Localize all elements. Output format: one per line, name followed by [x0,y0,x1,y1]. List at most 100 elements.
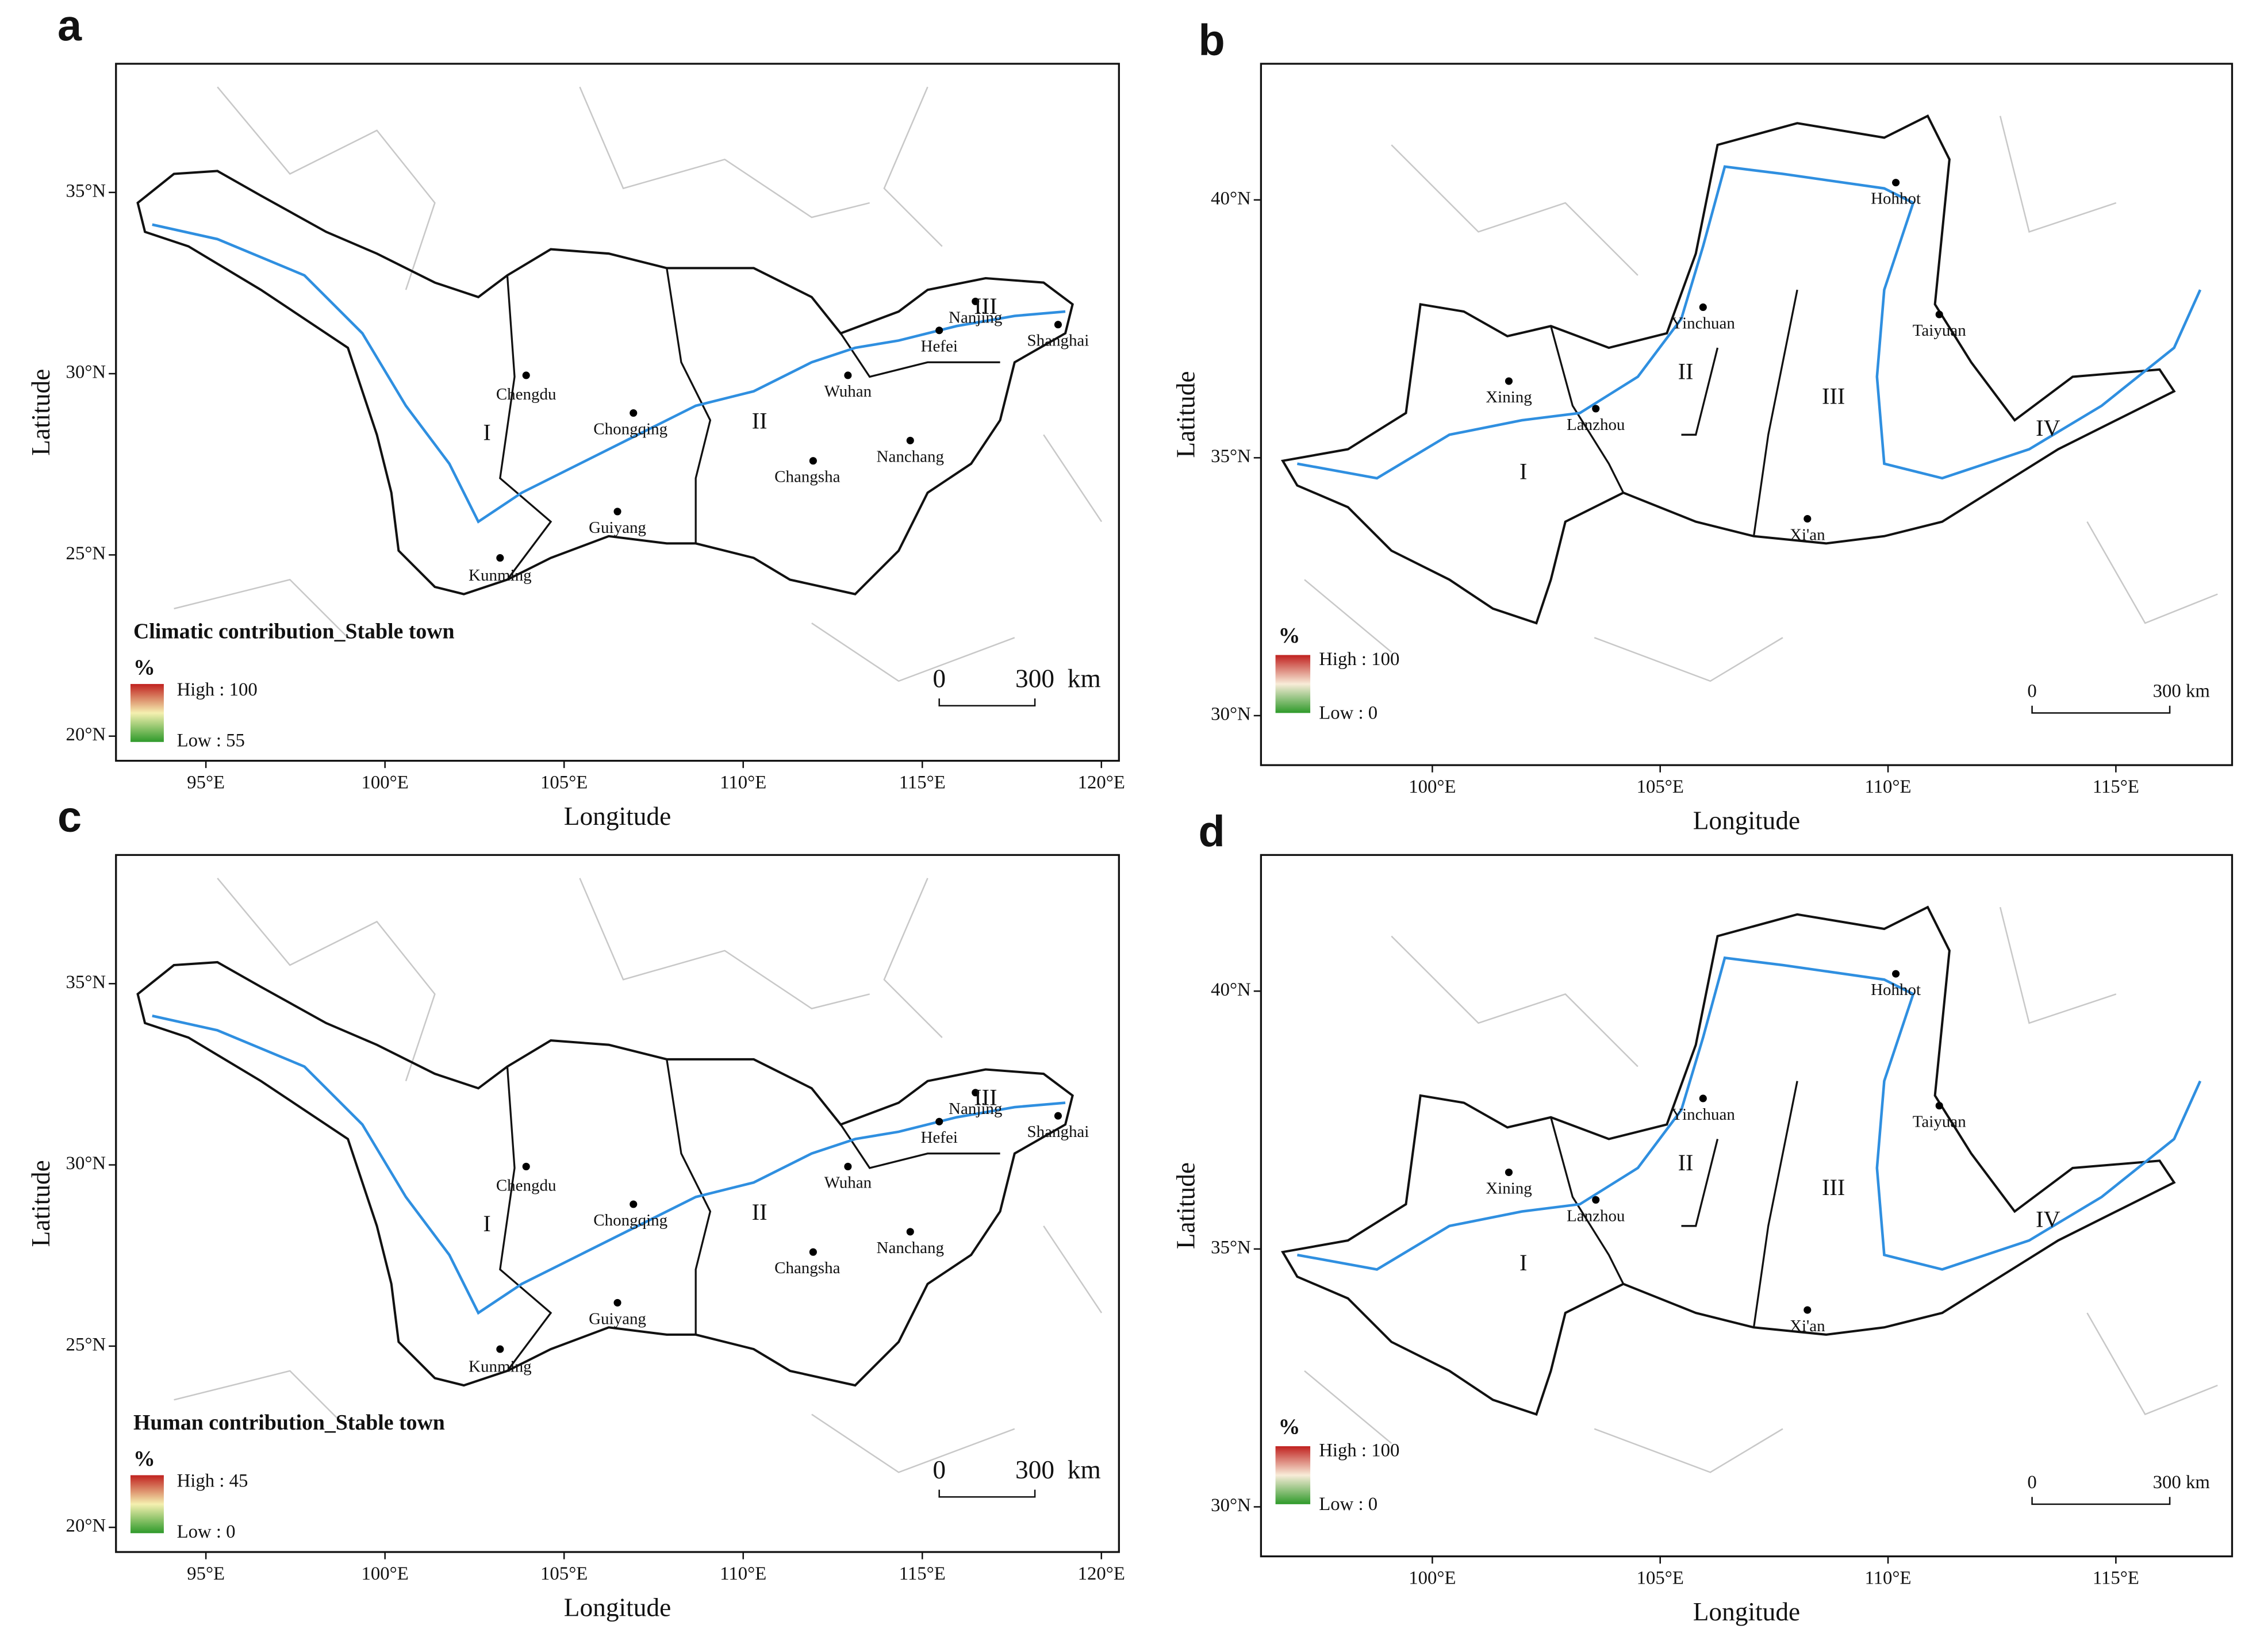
city-label: Kunming [469,566,531,585]
y-tick-label: 20°N [66,724,106,745]
city-dot [522,1162,530,1171]
x-tick-label: 110°E [1865,1568,1912,1588]
city-dot [1054,1112,1062,1120]
legend-title: Human contribution_Stable town [133,1411,445,1435]
region-label: II [752,1199,768,1225]
x-tick-label: 115°E [899,772,946,793]
city-dot [496,1345,504,1353]
city-label: Shanghai [1027,332,1089,350]
x-tick-label: 115°E [2093,777,2139,797]
scale-label: 0 [2027,681,2036,702]
legend-low: Low : 0 [1319,702,1377,723]
x-axis-title: Longitude [564,1593,671,1622]
y-tick-label: 35°N [1211,1237,1251,1258]
legend-unit: % [133,655,155,679]
city-label: Lanzhou [1567,416,1625,434]
city-label: Kunming [469,1358,531,1376]
city-label: Nanchang [877,447,944,466]
legend-high: High : 100 [1319,649,1399,670]
city-label: Xining [1486,1179,1532,1197]
x-tick-label: 100°E [362,772,409,793]
scale-label: 300 [1015,1455,1054,1484]
legend-gradient [1275,1446,1311,1504]
city-label: Nanjing [949,1100,1002,1118]
y-tick-label: 35°N [1211,446,1251,467]
city-label: Hohhot [1871,981,1921,999]
city-label: Taiyuan [1913,321,1966,340]
region-label: III [974,1085,997,1111]
city-label: Hefei [921,1128,958,1147]
map-frame [115,63,1120,762]
city-dot [935,1117,943,1125]
city-label: Nanchang [877,1239,944,1257]
city-label: Guiyang [589,1309,646,1328]
y-tick-label: 30°N [66,1153,106,1174]
x-tick-label: 115°E [2093,1568,2139,1588]
city-label: Guiyang [589,518,646,537]
map-panel: 100°E 105°E 110°E 115°E 30°N 35°N 40°N Longitud… [1172,854,2234,1626]
x-tick-label: 110°E [720,1563,766,1584]
city-dot [906,1228,914,1236]
city-dot [1699,303,1707,312]
scale-bar [938,1489,1036,1498]
city-label: Chengdu [496,1176,557,1194]
y-axis-title: Latitude [26,1160,55,1247]
city-dot [1935,310,1943,318]
city-dot [1592,1196,1600,1204]
region-label: III [1822,1174,1845,1200]
scale-label: km [1068,1455,1101,1484]
scale-label: 0 [933,1455,946,1484]
region-label: I [1519,459,1527,485]
y-tick-label: 20°N [66,1516,106,1536]
map-panel: 95°E 100°E 105°E 110°E 115°E 120°E 20°N 25°N 30°… [26,854,1125,1622]
x-tick-label: 105°E [540,1563,588,1584]
map-panel: 95°E 100°E 105°E 110°E 115°E 120°E 20°N 25°N 30°… [26,63,1125,831]
city-label: Yinchuan [1671,1105,1736,1124]
city-dot [1505,1168,1513,1177]
y-tick-label: 30°N [66,362,106,383]
x-tick-label: 110°E [720,772,766,793]
y-tick-label: 30°N [1211,1495,1251,1516]
panel-letter: a [57,2,82,50]
city-dot [1803,514,1812,523]
y-tick-label: 25°N [66,543,106,564]
x-tick-label: 100°E [1409,1568,1456,1588]
legend-gradient [130,683,164,742]
scale-label: 0 [933,664,946,693]
city-dot [844,371,852,379]
city-dot [972,1089,980,1097]
y-tick-label: 30°N [1211,704,1251,725]
city-dot [1592,405,1600,413]
legend-high: High : 45 [177,1471,248,1492]
legend-gradient [1275,655,1311,713]
city-dot [613,508,621,516]
scale-label: 300 km [2153,1472,2210,1493]
city-label: Nanjing [949,308,1002,326]
y-tick-label: 35°N [66,180,106,201]
map-frame [1260,63,2234,766]
city-label: Taiyuan [1913,1112,1966,1131]
scale-label: 0 [2027,1472,2036,1493]
legend-low: Low : 0 [177,1522,236,1542]
x-tick-label: 105°E [1637,1568,1684,1588]
panel-letter: d [1199,808,1225,856]
region-label: IV [2036,1206,2060,1232]
x-tick-label: 95°E [187,1563,225,1584]
legend-low: Low : 0 [1319,1494,1377,1515]
scale-label: 300 km [2153,681,2210,702]
city-dot [1699,1094,1707,1102]
map-frame [115,854,1120,1553]
x-tick-label: 105°E [1637,777,1684,797]
legend-unit: % [1279,1415,1300,1439]
map-frame [1260,854,2234,1558]
city-dot [630,409,638,417]
scale-bar [938,698,1036,707]
city-dot [972,297,980,305]
city-label: Chongqing [593,420,667,438]
legend-title: Climatic contribution_Stable town [133,619,455,643]
region-label: II [752,408,768,433]
city-dot [1892,179,1900,187]
x-tick-label: 115°E [899,1563,946,1584]
region-label: II [1678,359,1694,385]
region-label: I [483,420,490,445]
